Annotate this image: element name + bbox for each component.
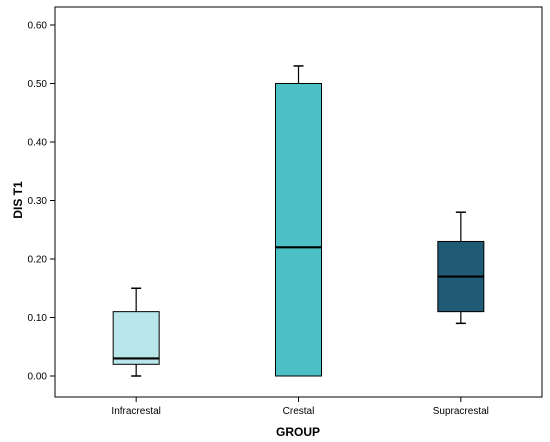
y-tick-label: 0.60 (28, 21, 48, 32)
x-axis-ticks: Infracrestal Crestal Supracrestal (111, 397, 489, 417)
y-tick-label: 0.50 (28, 79, 48, 90)
box-infracrestal (112, 311, 160, 365)
x-axis-title: GROUP (276, 425, 320, 439)
x-tick-label: Supracrestal (433, 406, 489, 417)
box-crestal (275, 83, 322, 377)
y-tick-label: 0.10 (28, 313, 48, 324)
y-tick-label: 0.40 (28, 138, 48, 149)
y-axis-title: DIS T1 (11, 181, 25, 219)
y-tick-label: 0.30 (28, 196, 48, 207)
x-tick-label: Crestal (283, 406, 315, 417)
x-tick-label: Infracrestal (111, 406, 160, 417)
y-tick-label: 0.20 (28, 255, 48, 266)
y-tick-label: 0.00 (28, 372, 48, 383)
box-series (112, 65, 485, 377)
y-axis-ticks: 0.00 0.10 0.20 0.30 0.40 0.50 0.60 (28, 21, 55, 383)
